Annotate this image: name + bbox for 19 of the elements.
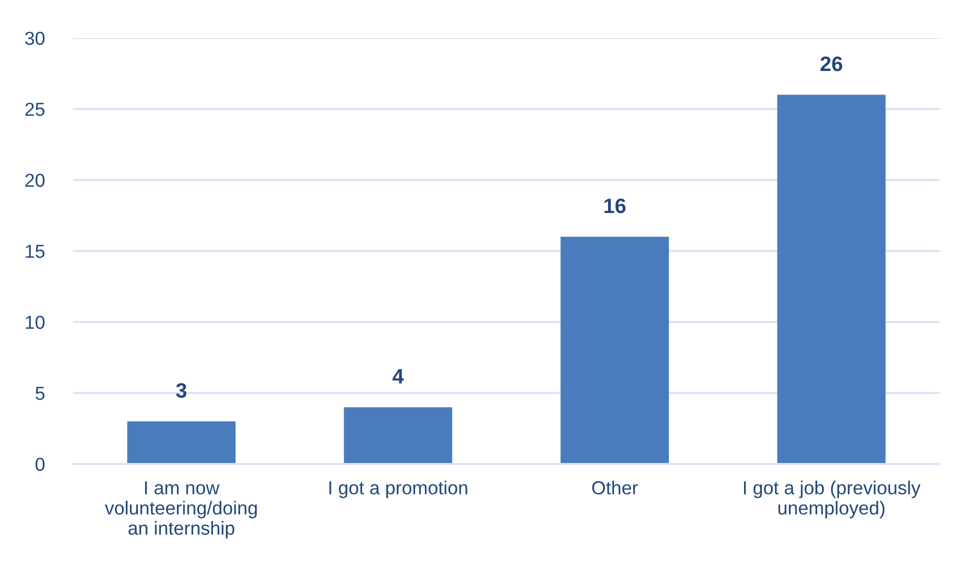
bar bbox=[344, 407, 452, 464]
data-label: 26 bbox=[820, 56, 842, 72]
x-tick-label: I got a promotion bbox=[329, 480, 468, 498]
bar bbox=[127, 421, 236, 464]
x-tick-label: I am now volunteering/doing an internship bbox=[104, 481, 257, 539]
x-tick-label: Other bbox=[592, 480, 638, 494]
bar bbox=[777, 94, 886, 464]
y-tick-label: 15 bbox=[26, 244, 44, 258]
data-label: 16 bbox=[604, 198, 626, 214]
data-label: 3 bbox=[176, 383, 186, 398]
y-tick-label: 0 bbox=[36, 458, 45, 471]
data-label: 4 bbox=[392, 369, 404, 384]
x-tick-label: I got a job (previously unemployed) bbox=[744, 480, 920, 518]
y-tick-label: 30 bbox=[25, 32, 45, 45]
y-tick-label: 10 bbox=[26, 316, 45, 329]
y-tick-label: 20 bbox=[25, 174, 45, 187]
y-tick-label: 25 bbox=[25, 102, 44, 116]
y-tick-label: 5 bbox=[36, 386, 44, 400]
bar bbox=[560, 236, 669, 464]
